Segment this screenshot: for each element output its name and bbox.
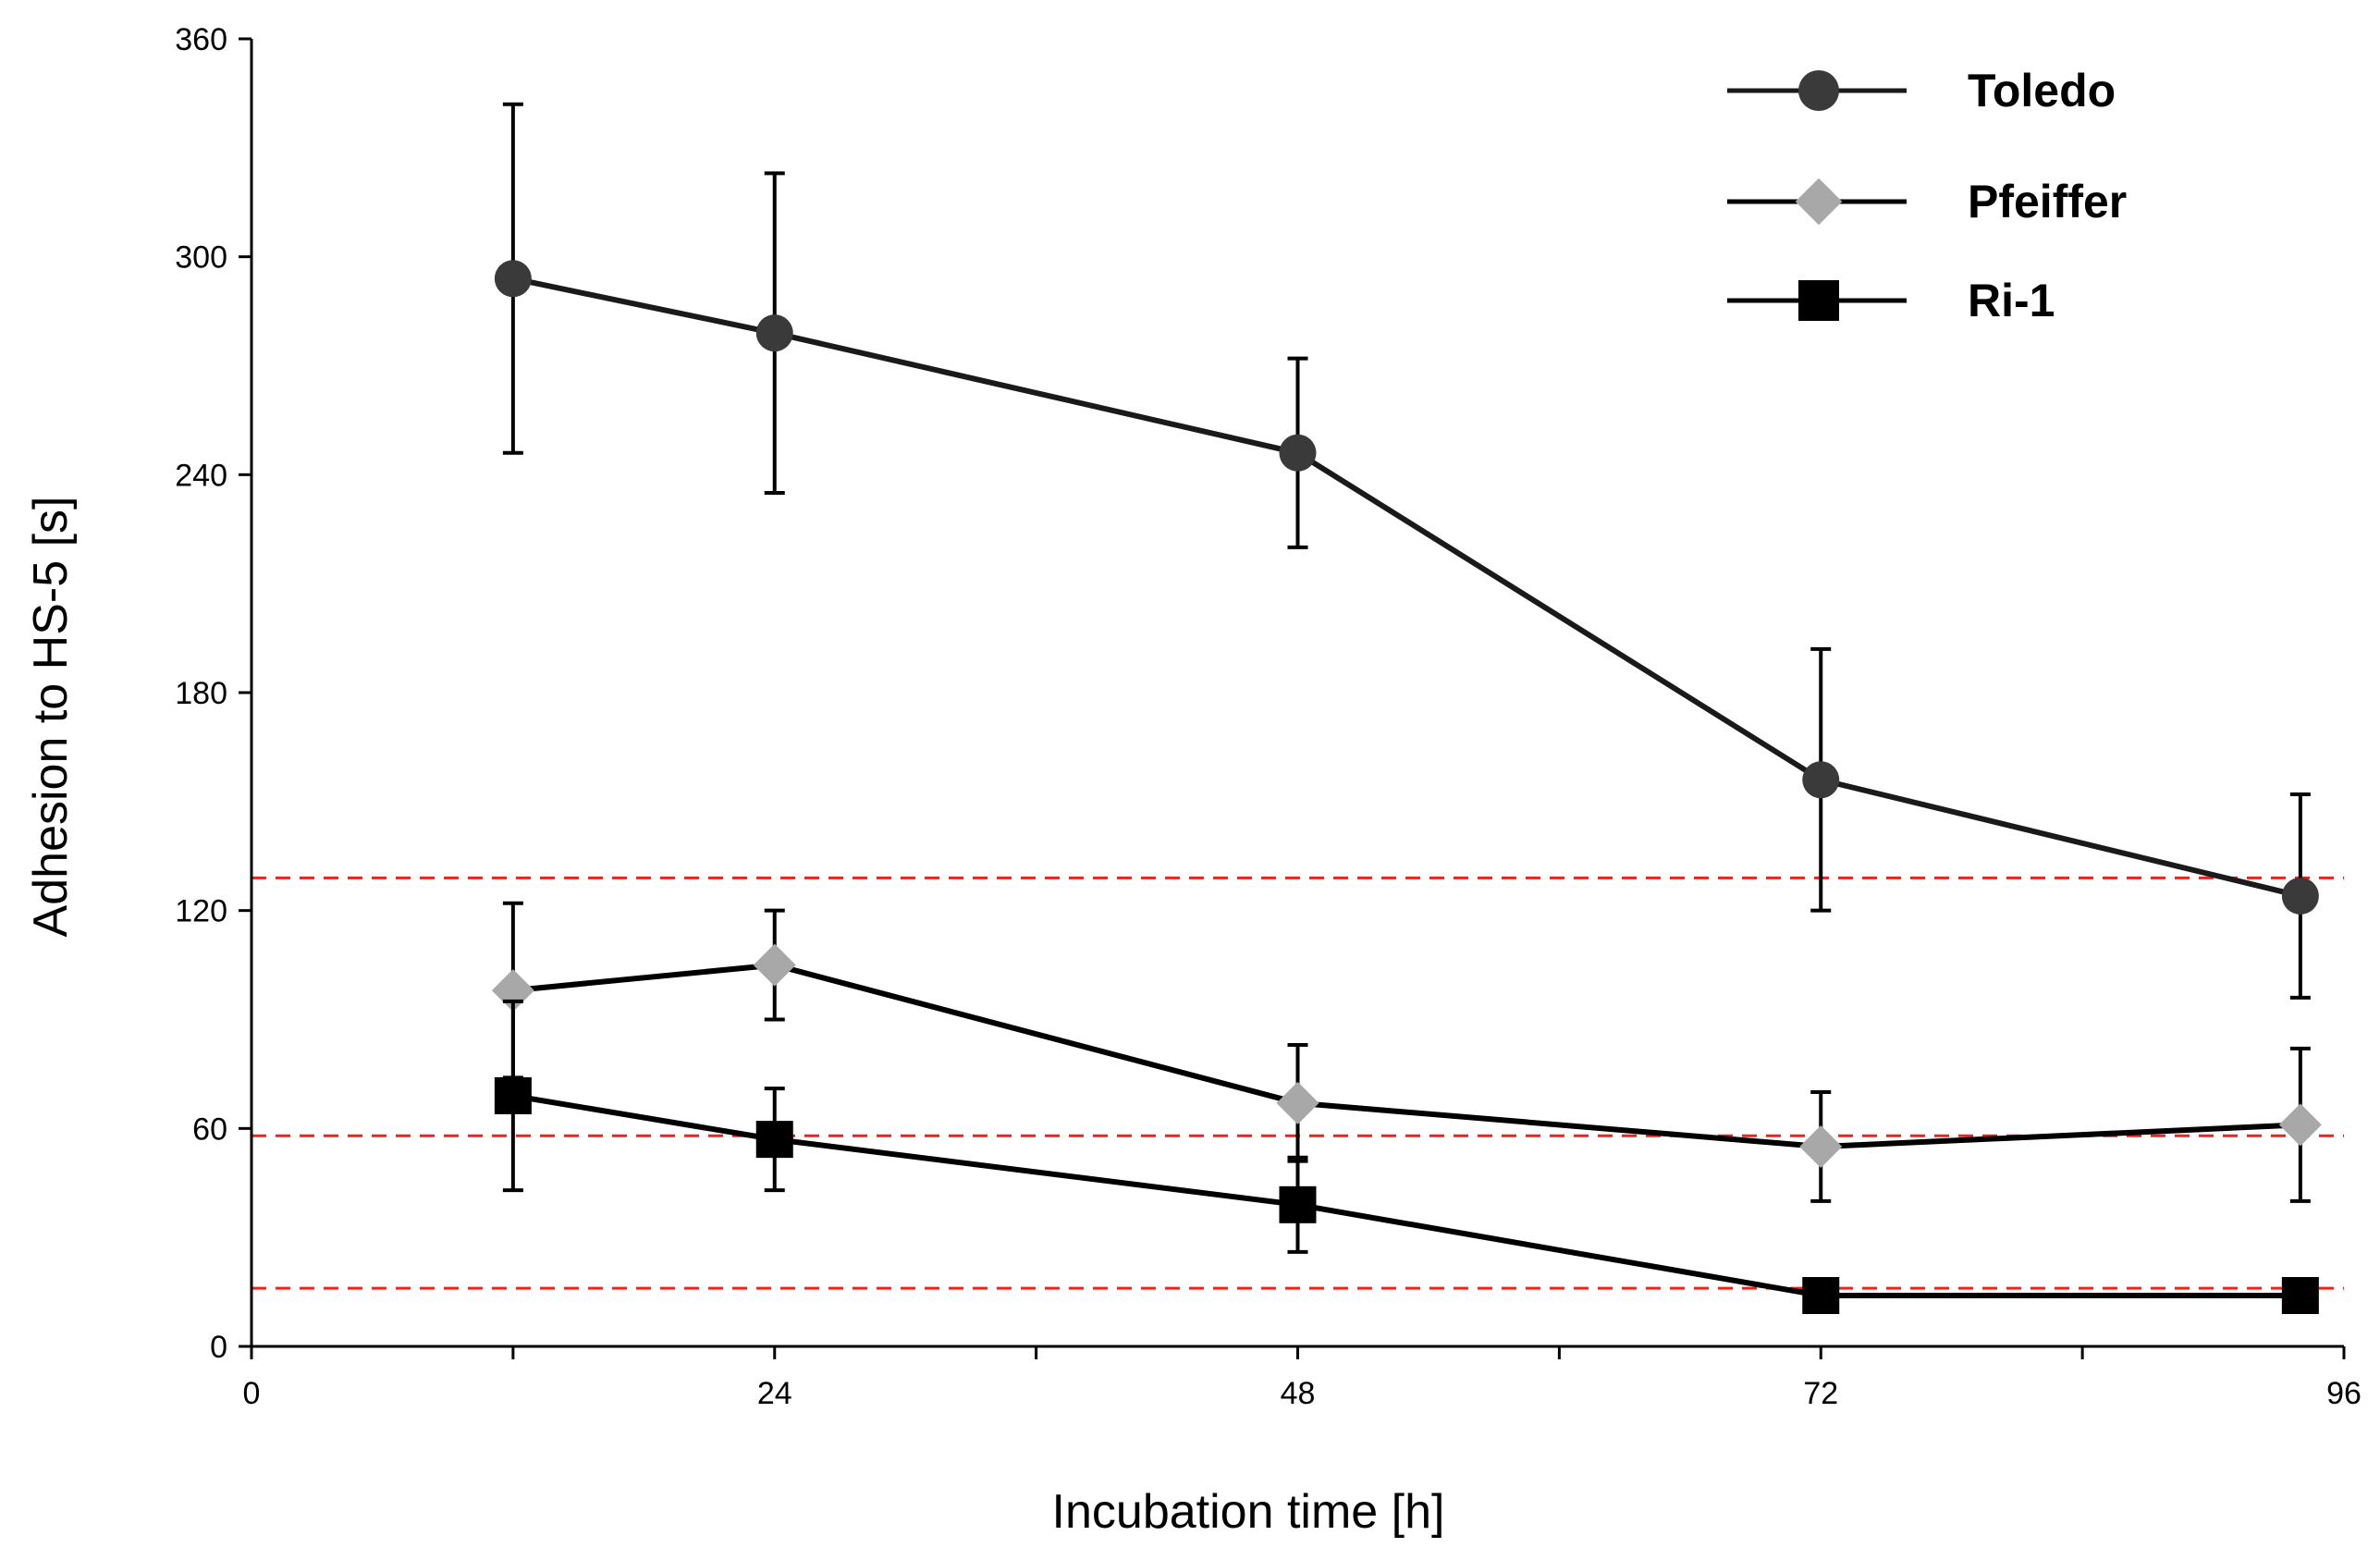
data-point (2281, 877, 2319, 915)
data-point (753, 943, 796, 987)
series-ri-1 (494, 999, 2319, 1315)
legend-label: Toledo (1968, 65, 2116, 117)
data-point (491, 969, 534, 1013)
data-point (1799, 1124, 1843, 1168)
series-toledo (494, 102, 2319, 1000)
x-tick-label: 96 (2326, 1376, 2362, 1411)
data-point (494, 1076, 532, 1114)
y-tick-label: 360 (175, 22, 227, 57)
legend-label: Ri-1 (1968, 275, 2055, 326)
y-tick-label: 60 (192, 1112, 227, 1147)
x-tick-label: 0 (243, 1376, 261, 1411)
data-point (494, 260, 532, 298)
x-axis-title: Incubation time [h] (1052, 1485, 1445, 1539)
y-tick-label: 180 (175, 676, 227, 711)
legend: Toledo Pfeiffer Ri-1 (1727, 65, 2127, 326)
axes: 0 60 120 180 240 300 360 0 24 48 72 96 (175, 22, 2362, 1411)
y-tick-label: 240 (175, 458, 227, 493)
x-tick-label: 24 (757, 1376, 792, 1411)
data-point (1276, 1081, 1319, 1124)
data-point (2281, 1277, 2319, 1315)
data-point (2278, 1103, 2322, 1147)
y-axis-title: Adhesion to HS-5 [s] (24, 497, 78, 938)
data-point (1802, 761, 1840, 799)
data-point (1279, 1185, 1317, 1223)
data-point (755, 1121, 793, 1159)
legend-item-ri-1: Ri-1 (1727, 275, 2055, 326)
data-point (755, 314, 793, 352)
y-tick-label: 0 (210, 1330, 227, 1365)
series-layer (491, 102, 2322, 1315)
series-pfeiffer (491, 901, 2322, 1203)
legend-marker (1795, 178, 1843, 226)
data-point (1279, 434, 1317, 472)
legend-item-pfeiffer: Pfeiffer (1727, 176, 2127, 227)
series-line (512, 276, 2301, 899)
legend-label: Pfeiffer (1968, 176, 2127, 227)
x-tick-label: 48 (1281, 1376, 1316, 1411)
y-tick-label: 300 (175, 240, 227, 276)
x-tick-label: 72 (1803, 1376, 1838, 1411)
series-line (512, 962, 2300, 1149)
data-point (1802, 1277, 1840, 1315)
y-tick-label: 120 (175, 894, 227, 929)
legend-marker (1798, 70, 1839, 111)
legend-item-toledo: Toledo (1727, 65, 2116, 117)
legend-marker (1798, 280, 1839, 321)
